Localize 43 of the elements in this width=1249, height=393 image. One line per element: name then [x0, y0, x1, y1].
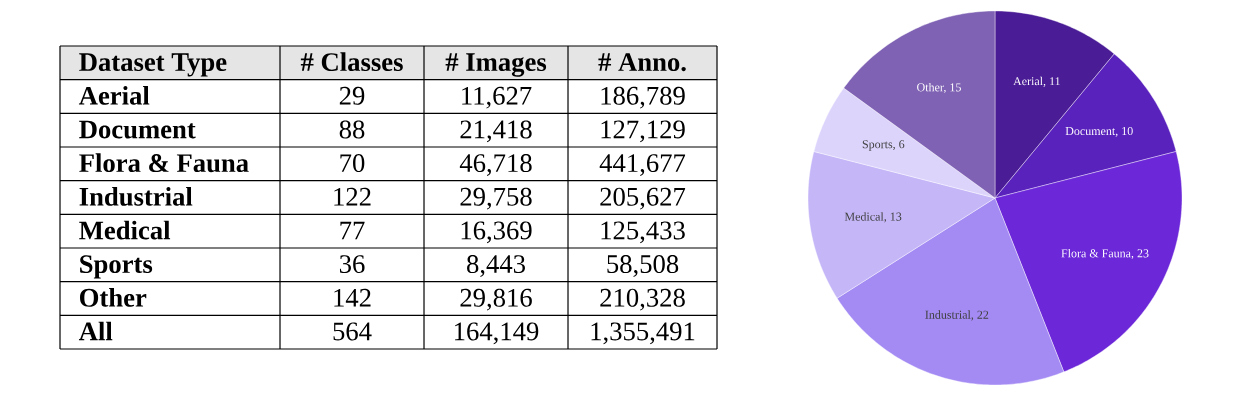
data-label: Aerial, 11	[1013, 76, 1060, 87]
text: # Classes	[300, 52, 403, 72]
text: 186,789	[601, 86, 685, 109]
text: 210,328	[600, 288, 685, 311]
text: 29,816	[460, 288, 532, 311]
data-label: Other, 15	[917, 82, 961, 94]
text: 142	[334, 288, 371, 307]
text: Other	[80, 288, 147, 307]
text: 77	[340, 221, 365, 240]
text: 88	[339, 120, 365, 139]
data-label: Flora & Fauna, 23	[1061, 248, 1149, 260]
text: Sports	[80, 255, 153, 279]
text: 11,627	[462, 86, 532, 109]
text: All	[78, 321, 113, 341]
text: 205,627	[600, 187, 686, 210]
text: 122	[334, 187, 371, 206]
text: 16,369	[461, 221, 532, 244]
data-label: Document, 10	[1065, 126, 1133, 137]
text: Aerial	[78, 86, 150, 105]
text: 70	[340, 154, 365, 173]
data-label: Medical, 13	[844, 212, 902, 223]
text: 36	[339, 255, 365, 274]
text: Document	[79, 120, 196, 139]
text: 29,758	[460, 187, 532, 210]
data-label: Industrial, 22	[925, 310, 989, 321]
text: 29	[339, 86, 365, 105]
text: 1,355,491	[591, 322, 695, 345]
text: 125,433	[601, 221, 685, 244]
data-label: Sports, 6	[862, 140, 905, 151]
text: # Anno.	[598, 53, 686, 72]
text: 127,129	[601, 120, 685, 143]
text: Dataset Type	[79, 53, 227, 77]
text: # Images	[445, 53, 547, 77]
text: 564	[333, 322, 372, 341]
text: 21,418	[460, 120, 532, 143]
text: Flora & Fauna	[79, 153, 249, 173]
text: 46,718	[459, 154, 532, 176]
text: 58,508	[607, 255, 679, 277]
text: 441,677	[599, 154, 686, 176]
text: 8,443	[467, 255, 525, 277]
text: Medical	[79, 220, 171, 240]
text: 164,149	[455, 322, 539, 345]
text: Industrial	[79, 186, 193, 206]
